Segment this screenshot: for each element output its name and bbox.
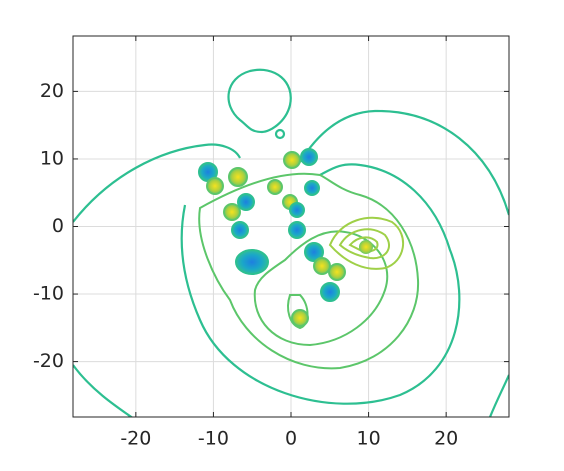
blob — [206, 177, 224, 195]
blob — [328, 263, 346, 281]
contour-line — [338, 228, 390, 260]
contour-line — [253, 230, 389, 347]
blob — [223, 203, 241, 221]
blob — [237, 193, 255, 211]
blob — [231, 221, 249, 239]
contour-line — [227, 68, 292, 134]
blob — [300, 148, 318, 166]
contour-line — [73, 143, 241, 223]
contour-line — [299, 109, 509, 216]
contours — [73, 68, 509, 417]
y-tick-label: -10 — [33, 283, 64, 305]
x-tick-label: 0 — [285, 428, 297, 450]
contour-line — [274, 128, 286, 140]
x-tick-label: 10 — [356, 428, 380, 450]
blob — [289, 202, 305, 218]
blob — [283, 151, 301, 169]
blob — [304, 180, 320, 196]
blob — [359, 240, 373, 254]
blob — [291, 309, 309, 327]
y-tick-label: 0 — [52, 215, 64, 237]
blob — [235, 249, 269, 275]
x-tick-label: -10 — [198, 428, 229, 450]
y-tick-label: 20 — [40, 80, 64, 102]
blob — [267, 179, 283, 195]
contour-line — [287, 294, 309, 330]
blob — [288, 221, 306, 239]
contour-line — [180, 163, 461, 405]
x-tick-label: -20 — [120, 428, 151, 450]
contour-line — [328, 216, 405, 270]
blob — [304, 242, 324, 262]
blob — [320, 282, 340, 302]
contour-line — [198, 172, 420, 370]
blob — [228, 167, 248, 187]
y-tick-label: -20 — [33, 350, 64, 372]
x-tick-label: 20 — [434, 428, 458, 450]
y-tick-label: 10 — [40, 147, 64, 169]
blob — [313, 257, 331, 275]
contour-line — [488, 374, 509, 417]
contour-line — [73, 364, 134, 417]
